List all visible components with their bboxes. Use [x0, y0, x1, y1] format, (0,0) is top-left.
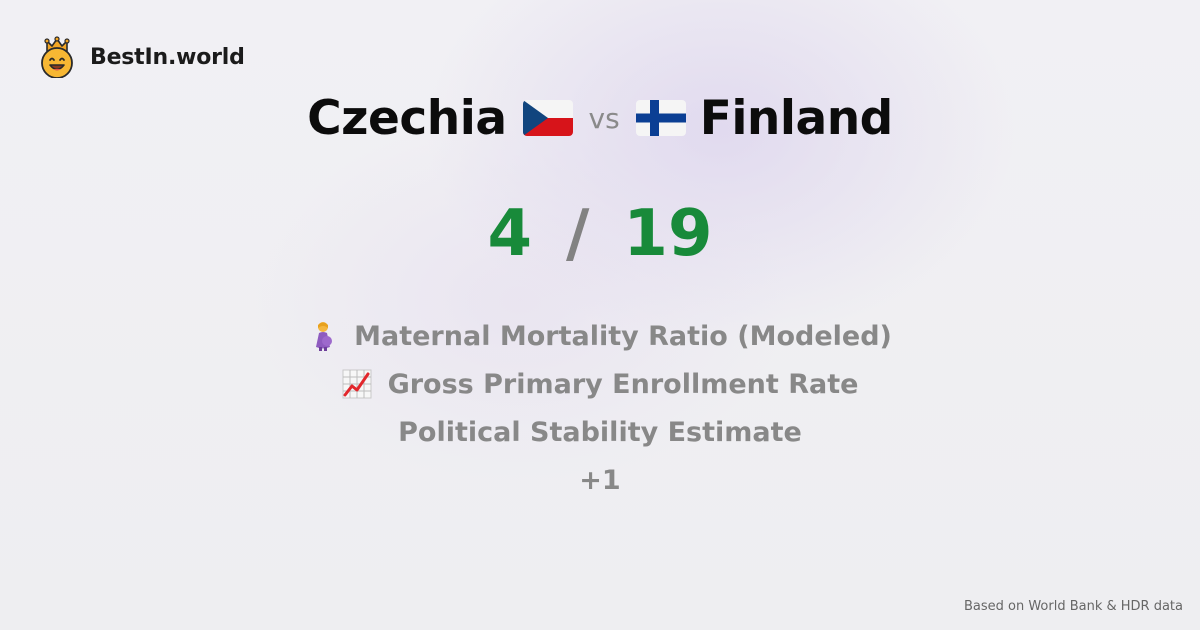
comparison-title: Czechia vs Finland — [0, 86, 1200, 150]
metric-label: Maternal Mortality Ratio (Modeled) — [354, 320, 892, 352]
finland-flag-icon — [635, 100, 686, 136]
score-country-a: 4 — [487, 197, 533, 271]
smiling-crown-face-icon — [41, 36, 73, 78]
vs-label: vs — [588, 101, 620, 135]
source-note: Based on World Bank & HDR data — [963, 599, 1183, 614]
score: 4 / 19 — [0, 194, 1200, 274]
metric-label: Political Stability Estimate — [398, 416, 802, 448]
metric-item: Political Stability Estimate — [0, 408, 1200, 456]
country-a-name: Czechia — [307, 90, 507, 146]
score-country-b: 19 — [623, 197, 713, 271]
metrics-list: Maternal Mortality Ratio (Modeled) Gross… — [0, 312, 1200, 504]
metric-item: Gross Primary Enrollment Rate — [0, 360, 1200, 408]
czechia-flag-icon — [522, 100, 573, 136]
metric-label: Gross Primary Enrollment Rate — [387, 368, 859, 400]
metric-item: Maternal Mortality Ratio (Modeled) — [0, 312, 1200, 360]
chart-increasing-icon — [342, 369, 372, 399]
score-separator: / — [566, 197, 590, 271]
brand[interactable]: BestIn.world — [38, 36, 245, 78]
brand-name: BestIn.world — [90, 44, 245, 70]
country-b-name: Finland — [699, 90, 894, 146]
pregnant-woman-icon — [316, 322, 333, 351]
more-metrics-count: +1 — [579, 464, 621, 496]
